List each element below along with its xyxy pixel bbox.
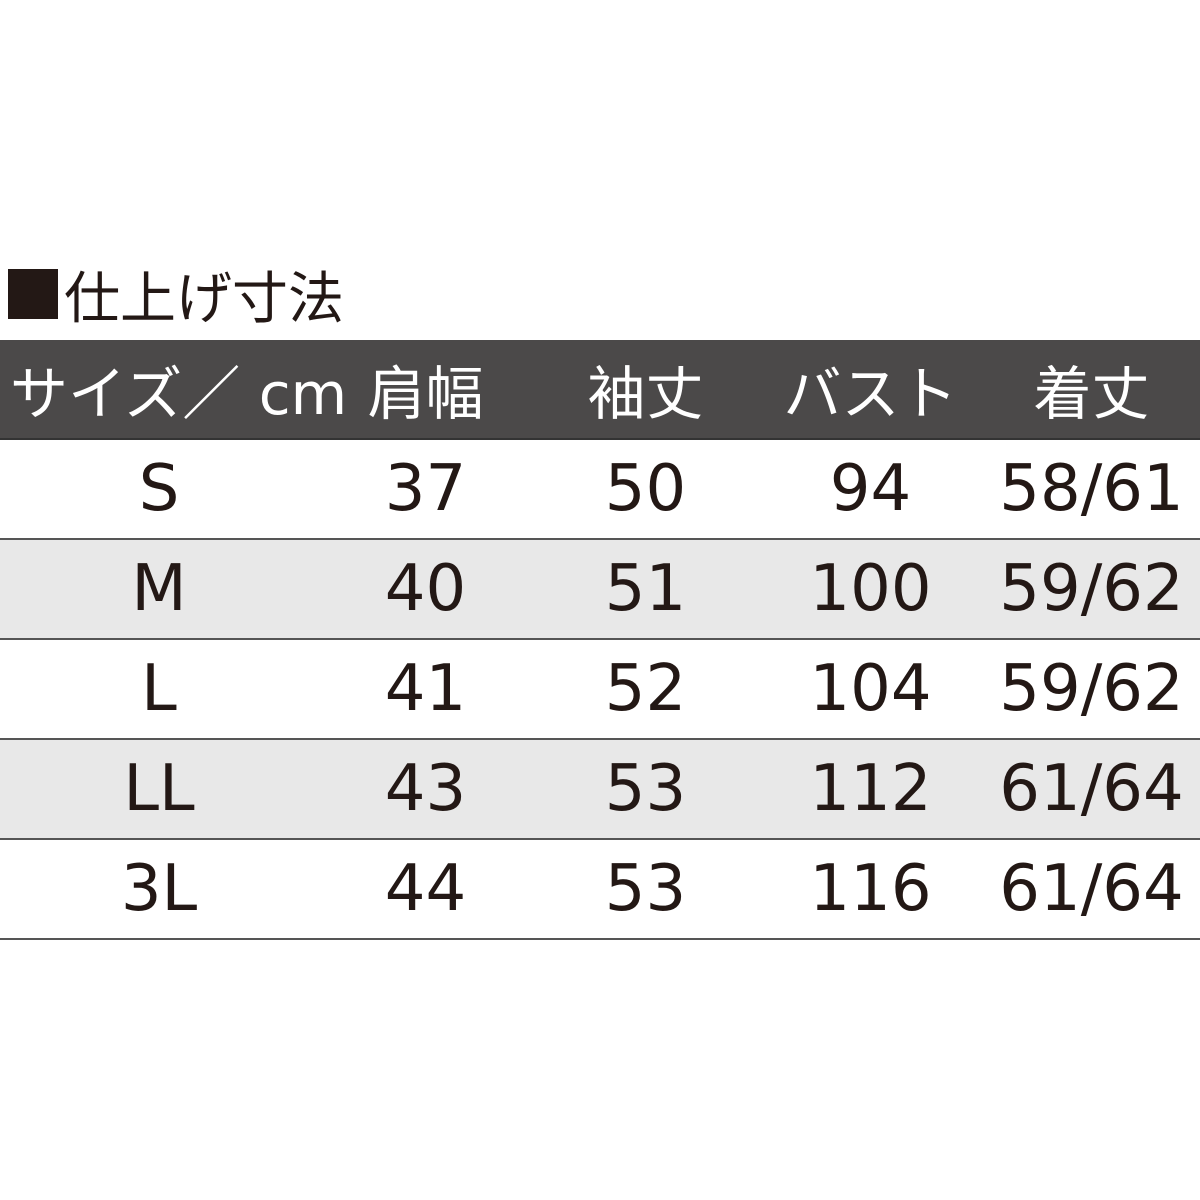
header-shoulder-width: 肩幅 <box>367 360 484 428</box>
table-cell: 44 <box>384 852 467 926</box>
table-cell: 61/64 <box>999 752 1184 826</box>
table-cell: 37 <box>384 452 467 526</box>
table-cell: 58/61 <box>999 452 1184 526</box>
table-cell: 94 <box>829 452 912 526</box>
size-table: サイズ／ cm 肩幅 袖丈 バスト 着丈 S 37 50 94 58/61 M 40 51 10… <box>0 340 1200 940</box>
table-cell: M <box>131 552 187 626</box>
header-size: サイズ／ cm <box>10 360 348 428</box>
table-cell: LL <box>123 752 195 826</box>
table-cell: 59/62 <box>999 552 1184 626</box>
header-bust: バスト <box>783 360 958 428</box>
table-cell: 50 <box>604 452 687 526</box>
table-cell: L <box>141 652 177 726</box>
table-header: サイズ／ cm 肩幅 袖丈 バスト 着丈 <box>0 340 1200 440</box>
table-row: LL 43 53 112 61/64 <box>0 740 1200 840</box>
table-cell: 3L <box>120 852 198 926</box>
table-cell: 43 <box>384 752 467 826</box>
table-cell: 116 <box>809 852 932 926</box>
title-text: 仕上げ寸法 <box>64 266 344 332</box>
section-title: 仕上げ寸法 <box>8 262 344 332</box>
table-cell: S <box>138 452 180 526</box>
table-cell: 59/62 <box>999 652 1184 726</box>
table-cell: 41 <box>384 652 467 726</box>
header-sleeve-length: 袖丈 <box>587 360 704 428</box>
header-length: 着丈 <box>1033 360 1150 428</box>
table-row: L 41 52 104 59/62 <box>0 640 1200 740</box>
black-square-icon <box>8 269 58 319</box>
table-cell: 52 <box>604 652 687 726</box>
table-row: M 40 51 100 59/62 <box>0 540 1200 640</box>
table-cell: 40 <box>384 552 467 626</box>
table-row: S 37 50 94 58/61 <box>0 440 1200 540</box>
table-row: 3L 44 53 116 61/64 <box>0 840 1200 940</box>
table-cell: 61/64 <box>999 852 1184 926</box>
table-cell: 51 <box>604 552 687 626</box>
table-cell: 100 <box>809 552 932 626</box>
table-cell: 53 <box>604 852 687 926</box>
table-cell: 112 <box>809 752 932 826</box>
table-cell: 104 <box>809 652 932 726</box>
table-cell: 53 <box>604 752 687 826</box>
